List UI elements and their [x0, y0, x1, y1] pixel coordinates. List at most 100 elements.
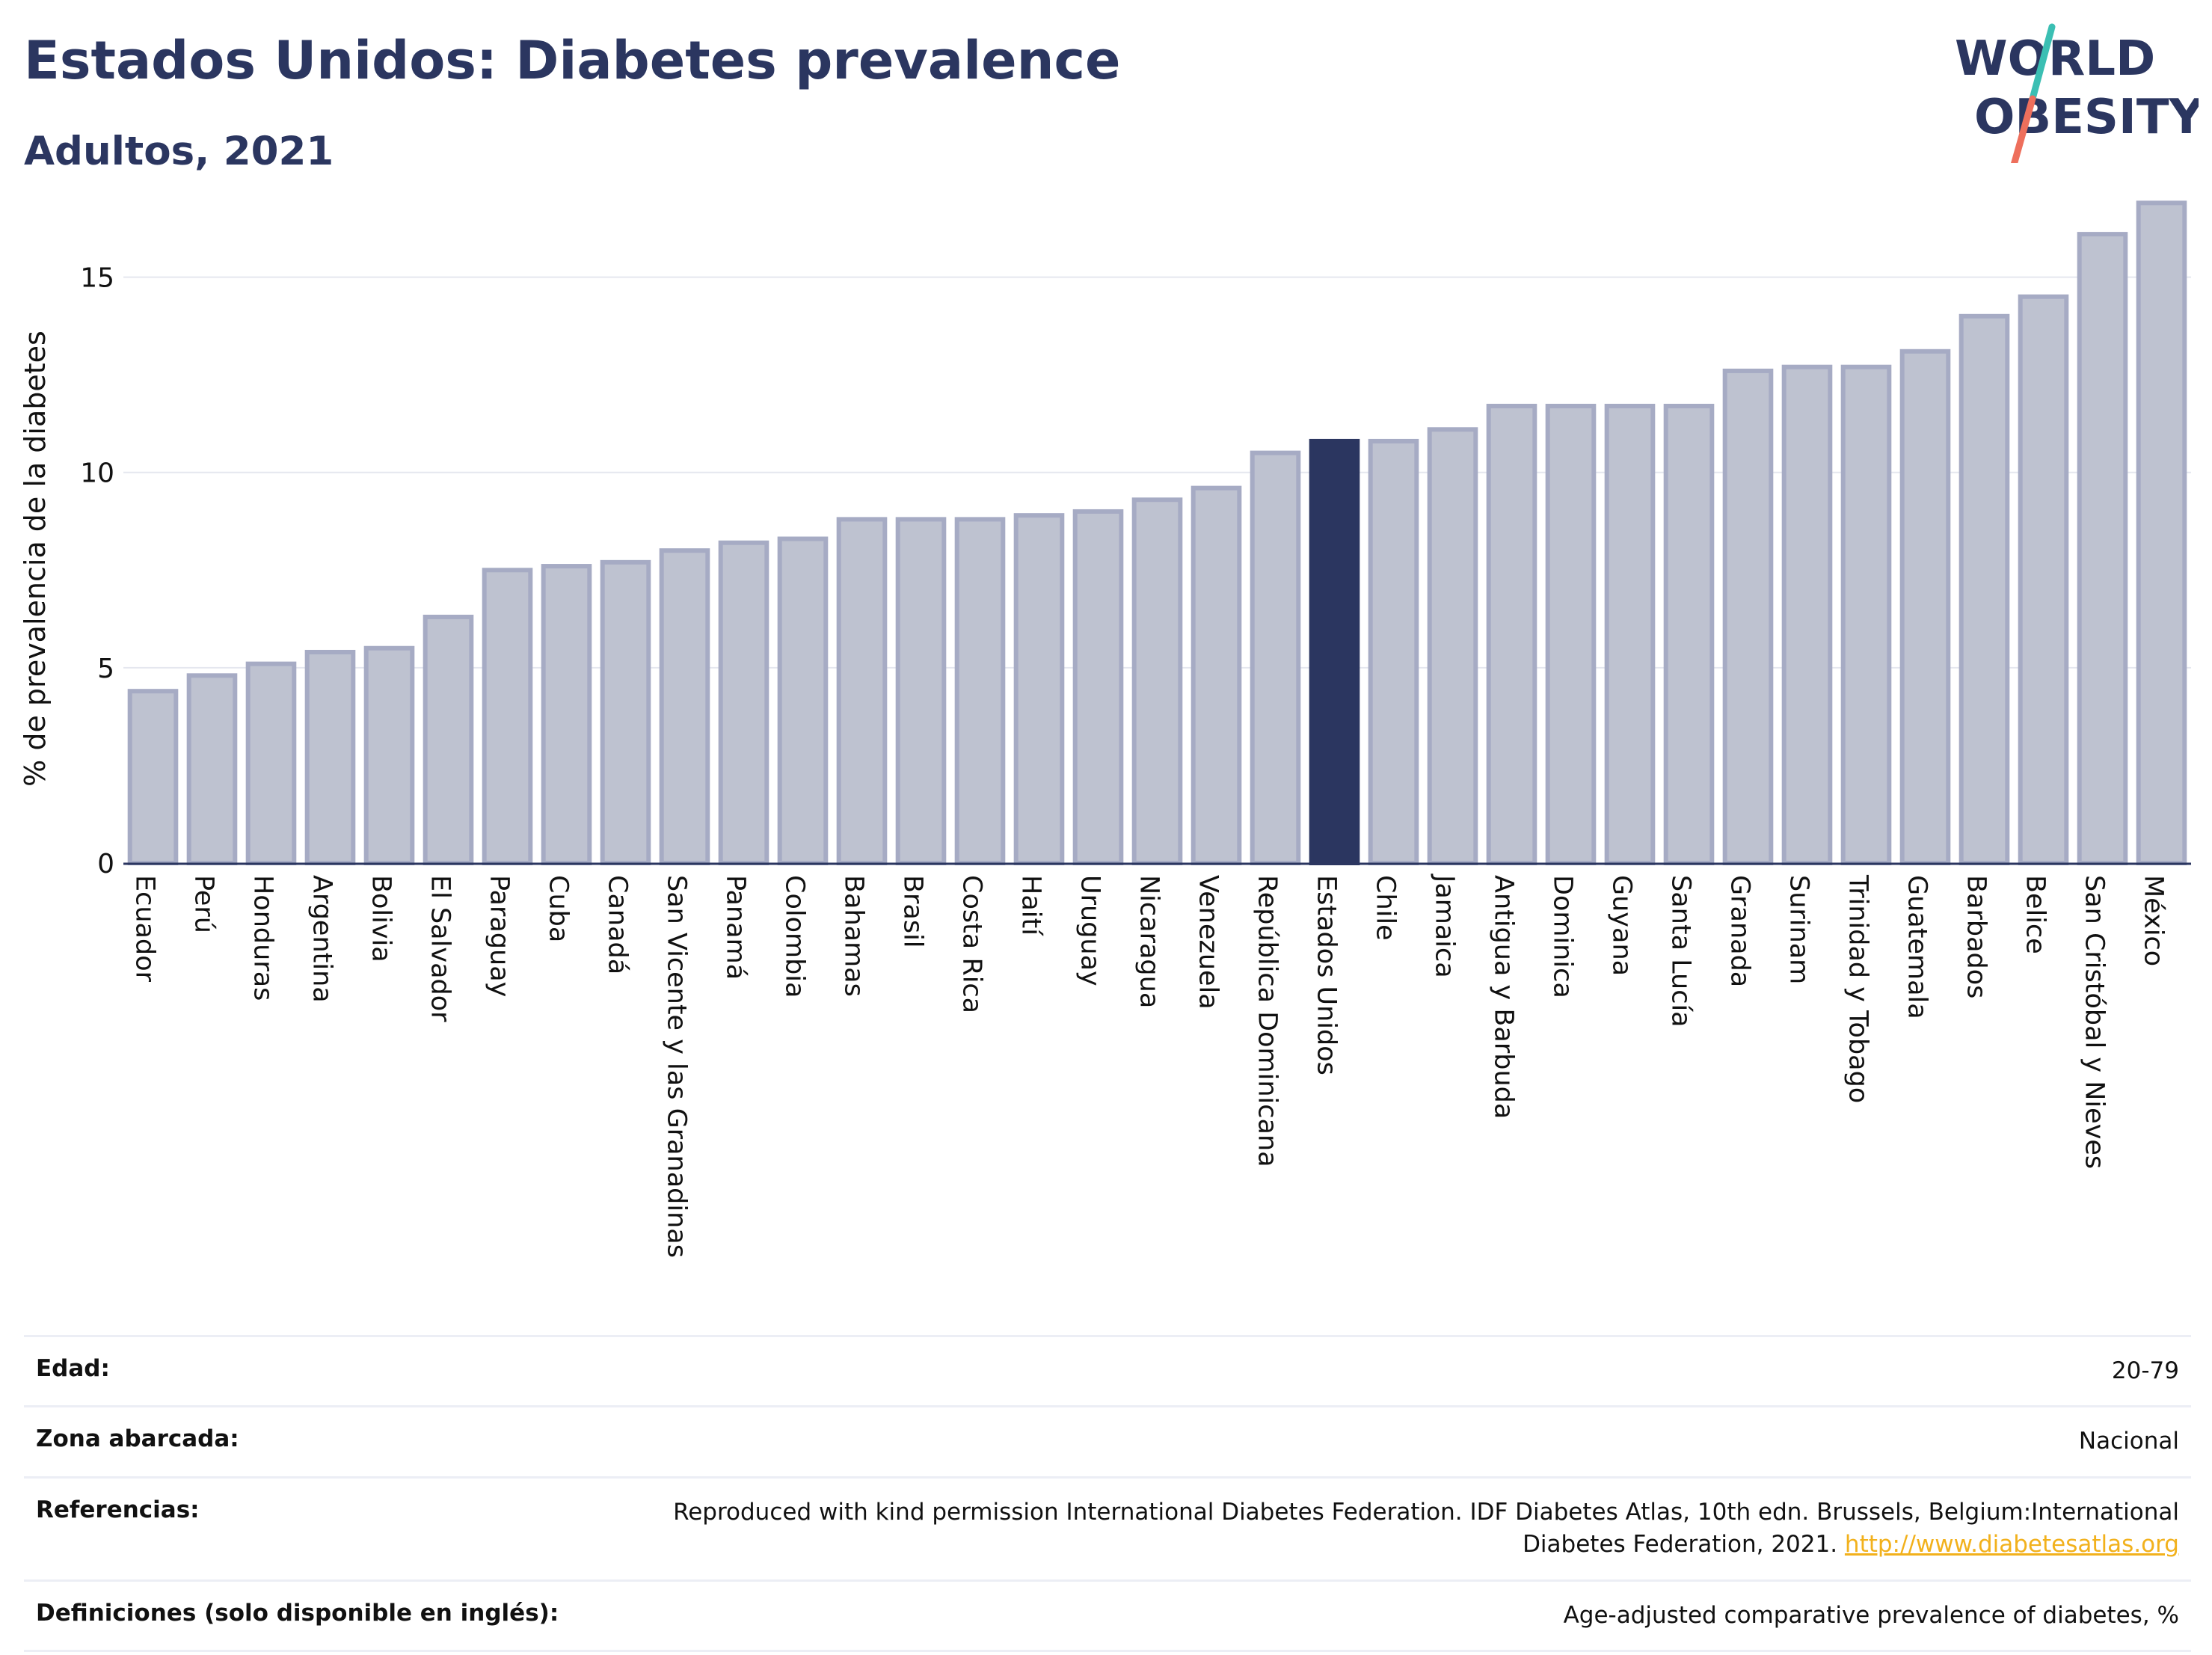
x-tick-label: Estados Unidos: [1312, 875, 1342, 1075]
x-tick-label: Guatemala: [1902, 875, 1932, 1019]
x-tick-label: Surinam: [1784, 875, 1814, 984]
bar: [1722, 368, 1774, 866]
info-label-references: Referencias:: [36, 1496, 200, 1523]
x-tick-label: Nicaragua: [1134, 875, 1164, 1008]
info-value-definitions: Age-adjusted comparative prevalence of d…: [1563, 1601, 2179, 1629]
x-tick-label: San Cristóbal y Nieves: [2080, 875, 2110, 1169]
bar: [1781, 364, 1833, 865]
bar: [777, 536, 829, 865]
x-tick-label: Perú: [189, 875, 219, 933]
x-tick-label: Santa Lucía: [1666, 875, 1696, 1028]
x-tick-label: Guyana: [1607, 875, 1637, 976]
bar: [659, 548, 710, 865]
info-row-coverage: Zona abarcada: Nacional: [24, 1406, 2191, 1478]
bar: [245, 661, 297, 865]
info-row-age: Edad: 20-79: [24, 1336, 2191, 1407]
bar: [1840, 364, 1892, 865]
logo-slash-bottom: [2011, 95, 2036, 163]
bar: [1368, 438, 1419, 865]
y-axis-title: % de prevalencia de la diabetes: [19, 331, 52, 787]
x-tick-label: México: [2139, 875, 2169, 966]
info-row-references: Referencias: Reproduced with kind permis…: [24, 1477, 2191, 1581]
reference-link[interactable]: http://www.diabetesatlas.org: [1844, 1531, 2179, 1559]
x-tick-label: El Salvador: [425, 875, 455, 1022]
x-tick-label: San Vicente y las Granadinas: [662, 875, 692, 1258]
info-label-definitions: Definiciones (solo disponible en inglés)…: [36, 1599, 559, 1627]
world-obesity-logo: WORLD OBESITY: [1955, 23, 2199, 163]
x-tick-label: República Dominicana: [1253, 875, 1282, 1167]
y-tick-label: 0: [97, 849, 114, 879]
x-tick-label: Bolivia: [366, 875, 396, 962]
info-value-coverage: Nacional: [2078, 1428, 2179, 1455]
bars: [127, 200, 2187, 866]
x-axis-tick-labels: Ecuador Perú Honduras Argentina Bolivia El Sa…: [130, 873, 2169, 1258]
x-tick-label: Colombia: [780, 875, 810, 998]
bar: [1604, 403, 1656, 865]
x-tick-label: Canadá: [603, 875, 633, 974]
bar-chart: 0 5 10 15 Ecuador Perú Honduras Argentina Boliv…: [19, 200, 2191, 1258]
x-tick-label: Cuba: [544, 875, 574, 942]
info-value-age: 20-79: [2111, 1357, 2179, 1384]
bar: [363, 645, 415, 865]
chart-subtitle: Adultos, 2021: [24, 129, 334, 174]
bar: [1309, 438, 1360, 865]
x-tick-label: Costa Rica: [957, 875, 987, 1013]
bar: [600, 559, 651, 865]
bar: [127, 689, 179, 865]
x-tick-label: Jamaica: [1430, 873, 1460, 978]
y-tick-label: 15: [80, 263, 114, 294]
x-tick-label: Belice: [2021, 875, 2050, 954]
bar: [1072, 509, 1124, 865]
info-value-references: Reproduced with kind permission Internat…: [571, 1477, 2191, 1580]
x-tick-label: Haití: [1016, 875, 1046, 936]
x-tick-label: Chile: [1371, 875, 1401, 941]
logo-word-world: WORLD: [1955, 31, 2155, 87]
x-tick-label: Uruguay: [1075, 875, 1105, 986]
x-tick-label: Honduras: [248, 875, 278, 1001]
y-tick-label: 5: [97, 654, 114, 684]
bar: [2018, 294, 2069, 865]
reference-text: Reproduced with kind permission Internat…: [673, 1498, 2179, 1559]
info-label-coverage: Zona abarcada:: [36, 1425, 239, 1453]
bar: [2136, 200, 2187, 865]
info-row-definitions: Definiciones (solo disponible en inglés)…: [24, 1580, 2191, 1651]
bar: [1131, 497, 1183, 865]
x-tick-label: Panamá: [721, 875, 751, 980]
x-tick-label: Venezuela: [1193, 875, 1223, 1010]
logo-slash-top: [2029, 23, 2056, 102]
bar: [836, 517, 888, 865]
bar: [1486, 403, 1537, 865]
x-tick-label: Bahamas: [839, 875, 869, 997]
bar: [1899, 348, 1951, 865]
bar: [1250, 450, 1301, 866]
bar: [1545, 403, 1597, 865]
bar: [304, 649, 356, 865]
info-table: Edad: 20-79 Zona abarcada: Nacional Refe…: [24, 1335, 2191, 1652]
bar: [718, 540, 769, 865]
x-tick-label: Dominica: [1548, 875, 1578, 998]
bar: [1427, 427, 1478, 865]
x-tick-label: Paraguay: [485, 875, 514, 997]
x-tick-label: Barbados: [1961, 875, 1991, 998]
bar: [1958, 313, 2010, 866]
x-tick-label: Trinidad y Tobago: [1843, 874, 1873, 1103]
x-tick-label: Antigua y Barbuda: [1489, 875, 1519, 1119]
bar: [2077, 232, 2128, 866]
bar: [482, 568, 533, 865]
info-label-age: Edad:: [36, 1355, 110, 1382]
bar: [1191, 485, 1242, 865]
x-tick-label: Ecuador: [130, 875, 160, 983]
x-tick-label: Argentina: [307, 875, 337, 1003]
y-tick-label: 10: [80, 458, 114, 489]
x-tick-label: Brasil: [898, 875, 928, 948]
bar: [186, 673, 238, 865]
logo-word-obesity: OBESITY: [1974, 90, 2199, 145]
bar: [895, 517, 947, 865]
bar: [541, 564, 592, 865]
y-axis-ticks: 0 5 10 15: [80, 263, 114, 879]
bar: [423, 614, 474, 866]
chart-title: Estados Unidos: Diabetes prevalence: [24, 30, 1121, 91]
bar: [954, 517, 1006, 865]
x-tick-label: Granada: [1725, 875, 1755, 987]
bar: [1663, 403, 1715, 865]
